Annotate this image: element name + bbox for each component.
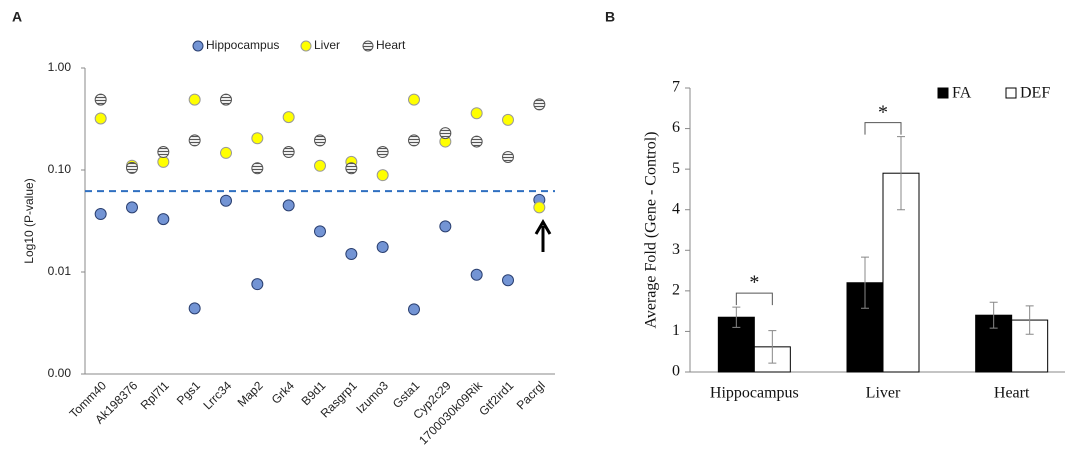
point — [94, 93, 107, 106]
significance-bracket — [735, 292, 773, 306]
point — [282, 146, 295, 159]
point — [188, 134, 201, 147]
legend-label: Heart — [376, 38, 406, 52]
error-bar — [989, 301, 998, 329]
point — [188, 93, 201, 106]
point — [251, 162, 264, 175]
point — [439, 127, 452, 140]
x-tick-label: Heart — [994, 385, 1030, 402]
legend-swatch — [300, 40, 312, 52]
significance-label: * — [749, 272, 759, 294]
y-tick-label: 0.10 — [48, 162, 72, 176]
x-tick-label: Izumo3 — [353, 378, 391, 416]
y-tick-label: 0.01 — [48, 264, 72, 278]
error-bar — [768, 330, 777, 364]
y-tick-label: 1.00 — [48, 60, 72, 74]
y-axis-title: Average Fold (Gene - Control) — [643, 132, 660, 329]
point — [470, 135, 483, 148]
panel-label: A — [12, 9, 22, 25]
point — [126, 201, 138, 214]
panel-label: B — [605, 9, 615, 25]
error-bar — [1025, 305, 1034, 335]
x-tick-label: Map2 — [235, 378, 266, 409]
point — [157, 213, 170, 226]
legend-swatch — [362, 40, 374, 52]
point — [282, 199, 295, 212]
y-tick-label: 4 — [672, 200, 680, 217]
x-tick-label: Rpl7l1 — [138, 378, 172, 412]
point — [157, 155, 170, 168]
point — [157, 146, 170, 159]
point — [220, 194, 232, 207]
point — [376, 240, 389, 253]
point — [439, 220, 452, 233]
point — [408, 134, 420, 147]
y-tick-label: 1 — [672, 322, 680, 339]
point — [470, 268, 483, 281]
x-tick-label: Pgs1 — [174, 378, 203, 407]
error-bar — [861, 256, 869, 309]
point — [251, 278, 264, 291]
point — [220, 146, 232, 159]
legend-label: Hippocampus — [206, 38, 279, 52]
y-tick-label: 7 — [672, 79, 680, 96]
point — [251, 132, 264, 145]
point — [94, 112, 107, 125]
x-tick-label: Pacrgl — [514, 378, 548, 412]
point — [282, 111, 295, 124]
legend-swatch — [937, 87, 949, 99]
legend-swatch — [1005, 87, 1017, 99]
legend-label: FA — [952, 85, 972, 102]
point — [126, 161, 138, 174]
point — [470, 107, 483, 120]
legend-swatch — [192, 40, 204, 52]
y-tick-label: 2 — [672, 282, 680, 299]
x-tick-label: Hippocampus — [710, 385, 799, 402]
y-tick-label: 6 — [672, 119, 680, 136]
point — [502, 113, 514, 126]
point — [408, 303, 420, 316]
point — [314, 134, 326, 147]
point — [220, 93, 232, 106]
y-tick-label: 5 — [672, 160, 680, 177]
y-axis-title: Log10 (P-value) — [22, 178, 36, 263]
significance-bracket — [864, 122, 902, 135]
y-tick-label: 3 — [672, 241, 680, 258]
point — [408, 93, 420, 106]
point — [345, 248, 358, 261]
point — [502, 151, 514, 164]
point — [533, 201, 546, 214]
point — [533, 98, 546, 111]
legend-label: DEF — [1020, 85, 1050, 102]
x-tick-label: Gtf2ird1 — [476, 378, 516, 418]
y-tick-label: 0.00 — [48, 366, 72, 380]
point — [94, 208, 107, 221]
error-bar — [732, 306, 741, 328]
x-tick-label: Lrrc34 — [200, 378, 234, 412]
y-tick-label: 0 — [672, 363, 680, 380]
point — [376, 146, 389, 159]
point — [314, 159, 326, 172]
error-bar — [897, 136, 905, 211]
point — [188, 302, 201, 315]
point — [314, 225, 326, 238]
significance-label: * — [878, 101, 888, 123]
legend-label: Liver — [314, 38, 340, 52]
arrow — [534, 219, 552, 252]
point — [376, 169, 389, 182]
x-tick-label: Liver — [866, 385, 901, 402]
point — [345, 162, 358, 175]
x-tick-label: Grk4 — [269, 378, 298, 407]
point — [502, 274, 514, 287]
